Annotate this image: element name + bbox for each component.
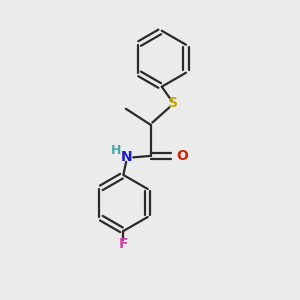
Text: O: O — [176, 149, 188, 163]
Text: H: H — [111, 144, 122, 158]
Text: F: F — [119, 237, 128, 250]
Text: S: S — [168, 96, 178, 110]
Text: N: N — [120, 150, 132, 164]
